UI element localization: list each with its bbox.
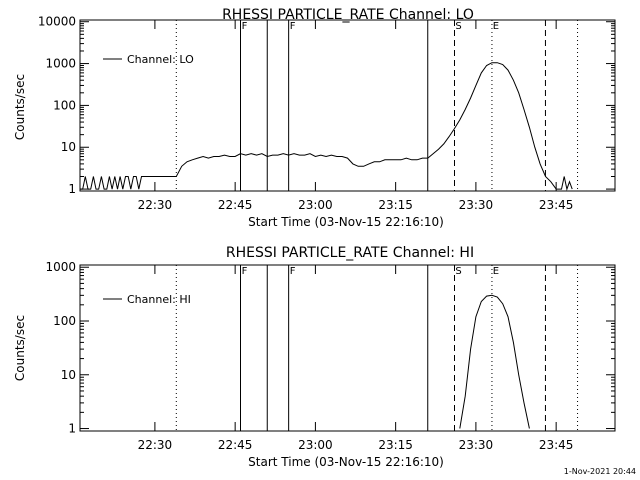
y-tick-label: 10	[61, 368, 76, 382]
chart-title-hi: RHESSI PARTICLE_RATE Channel: HI	[226, 245, 474, 261]
series-group-lo	[80, 62, 573, 191]
x-tick-label: 22:45	[218, 438, 253, 452]
x-tick-label: 23:45	[539, 198, 574, 212]
tick-group-hi: 22:30 22:45 23:00 23:15 23:30 23:45 1 10 100 1000	[45, 260, 615, 452]
event-marker-label: E	[493, 266, 499, 277]
y-axis-label-lo: Counts/sec	[13, 74, 27, 140]
event-marker-label: F	[290, 266, 296, 277]
x-tick-label: 23:00	[298, 198, 333, 212]
event-marker-label: E	[493, 21, 499, 32]
x-tick-label: 23:00	[298, 438, 333, 452]
event-marker-label: F	[290, 21, 296, 32]
y-axis-label-hi: Counts/sec	[13, 315, 27, 381]
x-tick-label: 23:30	[459, 438, 494, 452]
plot-frame-hi	[79, 264, 616, 432]
event-marker-label: F	[242, 266, 248, 277]
legend-label-hi: Channel: HI	[127, 293, 191, 306]
y-tick-label: 1	[68, 422, 76, 436]
x-tick-label: 23:30	[459, 198, 494, 212]
chart-panel-lo: RHESSI PARTICLE_RATE Channel: LO Counts/…	[13, 7, 616, 229]
series-line-lo	[80, 62, 573, 191]
x-tick-label: 23:15	[378, 438, 413, 452]
series-group-hi	[459, 294, 530, 429]
chart-panel-hi: RHESSI PARTICLE_RATE Channel: HI Counts/…	[13, 245, 616, 469]
event-marker-label: S	[455, 266, 461, 277]
chart-title-lo: RHESSI PARTICLE_RATE Channel: LO	[222, 7, 474, 23]
x-tick-label: 22:30	[138, 198, 173, 212]
y-tick-label: 10	[61, 140, 76, 154]
legend-hi: Channel: HI	[103, 293, 191, 306]
x-tick-label: 22:45	[218, 198, 253, 212]
y-tick-label: 1000	[45, 260, 76, 274]
x-tick-label: 23:45	[539, 438, 574, 452]
x-axis-label-lo: Start Time (03-Nov-15 22:16:10)	[248, 215, 444, 229]
series-line-hi	[459, 294, 530, 429]
plot-frame-lo	[79, 19, 616, 192]
footer-timestamp: 1-Nov-2021 20:44	[564, 467, 636, 476]
x-tick-label: 23:15	[378, 198, 413, 212]
y-tick-label: 10000	[38, 15, 76, 29]
legend-lo: Channel: LO	[103, 53, 194, 66]
x-tick-label: 22:30	[138, 438, 173, 452]
y-tick-label: 1	[68, 182, 76, 196]
event-marker-label: S	[455, 21, 461, 32]
legend-label-lo: Channel: LO	[127, 53, 194, 66]
event-marker-label: F	[242, 21, 248, 32]
x-axis-label-hi: Start Time (03-Nov-15 22:16:10)	[248, 455, 444, 469]
y-tick-label: 100	[53, 314, 76, 328]
y-tick-label: 100	[53, 98, 76, 112]
y-tick-label: 1000	[45, 57, 76, 71]
